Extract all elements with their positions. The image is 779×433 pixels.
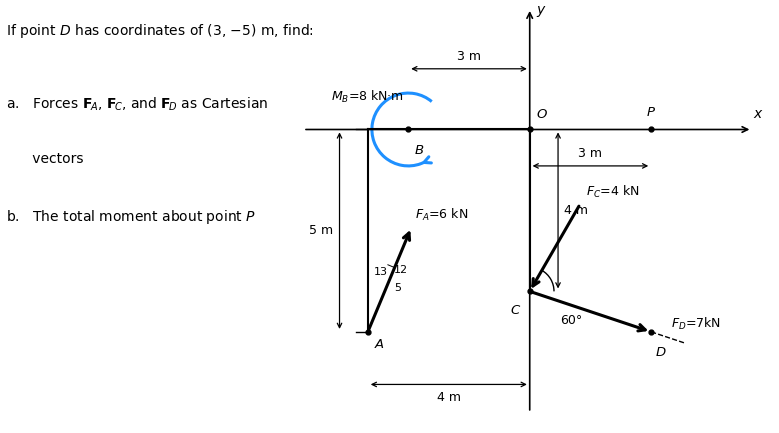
Text: If point $D$ has coordinates of (3, −5) m, find:: If point $D$ has coordinates of (3, −5) … [6, 22, 314, 40]
Text: 5 m: 5 m [309, 224, 333, 237]
Text: a.   Forces $\mathbf{F}_{\!A}$, $\mathbf{F}_{\!C}$, and $\mathbf{F}_{\!D}$ as Ca: a. Forces $\mathbf{F}_{\!A}$, $\mathbf{F… [6, 95, 268, 113]
Text: 12: 12 [394, 265, 408, 275]
Text: $F_A$=6 kN: $F_A$=6 kN [415, 207, 469, 223]
Text: $P$: $P$ [646, 107, 656, 120]
Text: $M_B$=8 kN·m: $M_B$=8 kN·m [331, 89, 404, 105]
Text: $B$: $B$ [414, 144, 425, 157]
Text: vectors: vectors [6, 152, 83, 165]
Text: b.   The total moment about point $P$: b. The total moment about point $P$ [6, 208, 256, 226]
Text: 60°: 60° [560, 313, 583, 326]
Text: $F_D$=7kN: $F_D$=7kN [671, 316, 721, 332]
Text: $A$: $A$ [374, 338, 385, 351]
Text: $x$: $x$ [753, 107, 763, 121]
Text: 3 m: 3 m [579, 147, 602, 160]
Text: 3 m: 3 m [457, 50, 481, 63]
Text: $O$: $O$ [536, 108, 548, 121]
Text: $y$: $y$ [536, 4, 547, 19]
Text: 5: 5 [394, 284, 401, 294]
Text: $F_C$=4 kN: $F_C$=4 kN [587, 184, 640, 200]
Text: 13: 13 [374, 267, 388, 277]
Text: 4 m: 4 m [437, 391, 461, 404]
Text: $D$: $D$ [655, 346, 667, 359]
Text: $C$: $C$ [510, 304, 522, 317]
Text: 4 m: 4 m [564, 204, 588, 217]
